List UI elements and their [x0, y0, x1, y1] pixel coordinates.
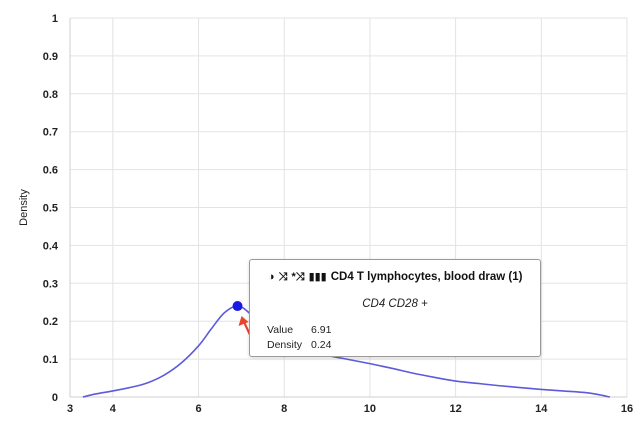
x-tick-label: 14 [535, 403, 548, 415]
y-tick-label: 0.1 [43, 354, 58, 366]
x-tick-label: 8 [281, 403, 287, 415]
tooltip-density-row: Density 0.24 [267, 339, 331, 351]
y-tick-label: 1 [52, 13, 58, 25]
shuffle-plus-icon: *⤨ [291, 270, 305, 283]
highlight-point[interactable] [232, 301, 243, 312]
y-tick-label: 0.6 [43, 165, 58, 177]
data-tooltip: ◑ ⤨ *⤨ ▮▮▮ CD4 T lymphocytes, blood draw… [249, 259, 541, 357]
tooltip-value: 6.91 [311, 324, 332, 336]
half-circle-icon: ◑ [268, 270, 275, 283]
y-tick-label: 0.4 [43, 240, 59, 252]
arrow-icon [238, 316, 249, 327]
x-tick-label: 3 [67, 403, 73, 415]
barcode-icon: ▮▮▮ [308, 270, 327, 283]
tooltip-title-row: ◑ ⤨ *⤨ ▮▮▮ CD4 T lymphocytes, blood draw… [268, 269, 534, 285]
x-tick-label: 10 [364, 403, 376, 415]
x-tick-label: 6 [195, 403, 201, 415]
x-tick-label: 16 [621, 403, 633, 415]
tooltip-title: CD4 T lymphocytes, blood draw (1) [330, 271, 523, 283]
tooltip-density-label: Density [267, 339, 303, 351]
x-tick-labels: 3 4 6 8 10 12 14 16 [67, 403, 633, 415]
tooltip-density: 0.24 [311, 339, 332, 351]
axes [69, 18, 627, 398]
y-tick-label: 0.8 [43, 89, 58, 101]
y-axis-title: Density [18, 189, 30, 226]
tooltip-subtitle: CD4 CD28 + [362, 298, 428, 310]
y-tick-label: 0.3 [43, 278, 58, 290]
shuffle-icon: ⤨ [278, 270, 288, 283]
y-tick-label: 0 [52, 392, 58, 404]
x-tick-label: 4 [110, 403, 117, 415]
y-tick-label: 0.9 [43, 51, 58, 63]
y-tick-label: 0.7 [43, 127, 58, 139]
x-tick-label: 12 [449, 403, 461, 415]
y-tick-labels: 0 0.1 0.2 0.3 0.4 0.5 0.6 0.7 0.8 0.9 1 [43, 13, 59, 404]
y-tick-label: 0.5 [43, 203, 58, 215]
tooltip-value-label: Value [267, 324, 294, 336]
y-tick-label: 0.2 [43, 316, 58, 328]
tooltip-value-row: Value 6.91 [267, 324, 331, 336]
